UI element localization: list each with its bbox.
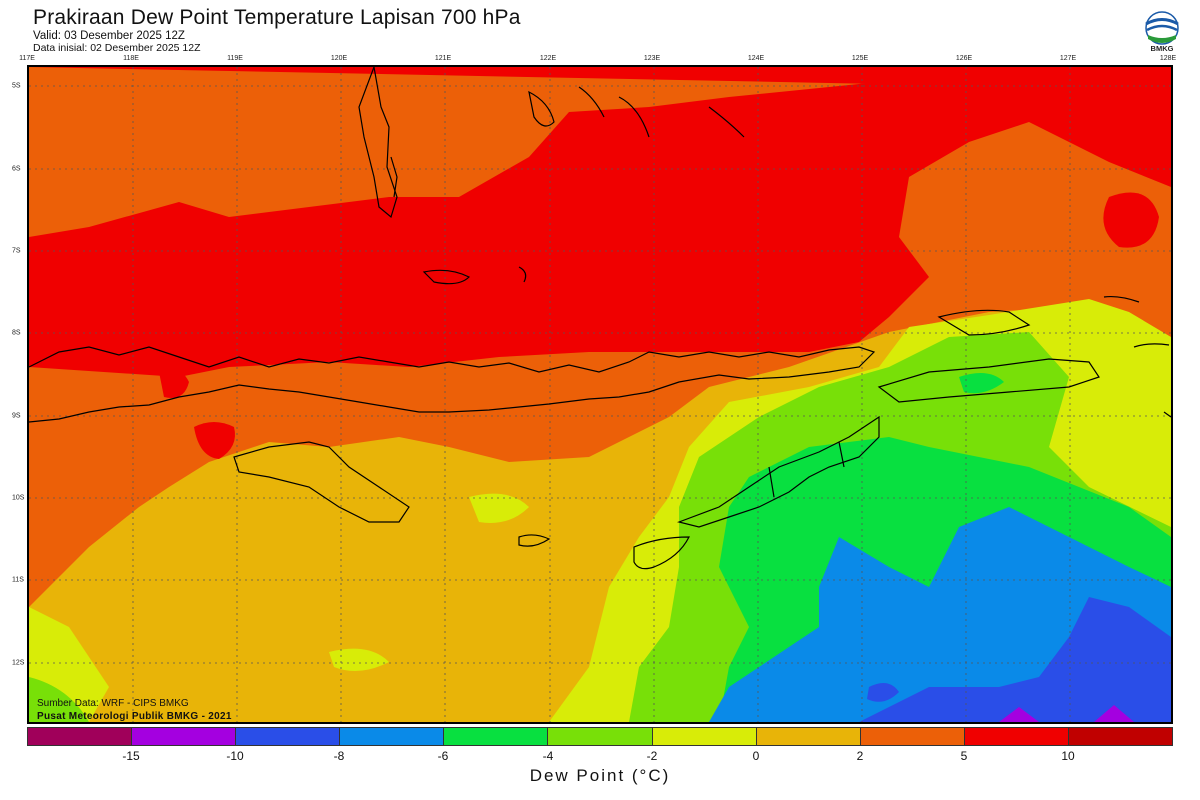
band-5-to-10-patch	[1103, 192, 1159, 248]
logo-text: BMKG	[1150, 44, 1174, 53]
valid-time: Valid: 03 Desember 2025 12Z	[33, 30, 185, 42]
colorbar-segment	[28, 728, 133, 745]
coast-small-islands-north	[578, 86, 745, 138]
lat-label: 11S	[12, 576, 24, 584]
colorbar-title: Dew Point (°C)	[529, 766, 671, 785]
coast-selayar	[390, 156, 398, 198]
coast-buton	[528, 90, 555, 127]
lon-label: 126E	[955, 55, 973, 62]
lat-label: 12S	[12, 659, 25, 667]
coast-east-islands	[1103, 295, 1171, 418]
coastlines	[29, 67, 1171, 570]
org-line: Pusat Meteorologi Publik BMKG - 2021	[37, 711, 232, 722]
coast-lesser-sunda-chain	[29, 346, 876, 423]
bmkg-logo-icon	[1145, 11, 1179, 45]
lon-label: 128E	[1159, 55, 1177, 62]
lon-label: 120E	[330, 55, 348, 62]
coast-sulawesi	[358, 67, 398, 219]
lon-label: 122E	[539, 55, 557, 62]
lat-label: 6S	[12, 165, 21, 173]
colorbar-tick: 2	[856, 749, 864, 763]
band-5-to-10-patch	[194, 422, 235, 459]
band-neg2-to-neg4-patch	[29, 677, 89, 722]
colorbar-segment	[964, 728, 1069, 745]
band-5-to-10-patch	[159, 368, 189, 398]
band-neg8-to-neg10	[859, 597, 1171, 722]
colorbar-tick: 10	[1061, 749, 1075, 763]
coast-alor-wetar	[877, 309, 1100, 403]
lon-label: 123E	[643, 55, 661, 62]
data-source-note: Sumber Data: WRF - CIPS BMKG Pusat Meteo…	[37, 697, 232, 723]
initial-time: Data inisial: 02 Desember 2025 12Z	[33, 42, 201, 54]
band-neg8-to-neg10-patch	[867, 683, 899, 702]
colorbar-tick: -6	[437, 749, 449, 763]
colorbar-segment	[132, 728, 237, 745]
graticule	[29, 67, 1171, 722]
band-0-to-neg2-patch	[469, 493, 529, 523]
colorbar-segment	[860, 728, 965, 745]
colorbar-tick: 0	[752, 749, 760, 763]
coast-flores-sea-islands	[422, 266, 527, 285]
colorbar	[27, 727, 1173, 746]
lon-label: 124E	[747, 55, 765, 62]
lon-label: 119E	[227, 55, 243, 62]
colorbar-tick: 5	[960, 749, 968, 763]
colorbar-tick: -10	[226, 749, 244, 763]
coast-sumba	[233, 441, 410, 523]
colorbar-segment	[756, 728, 861, 745]
colorbar-tick: -4	[542, 749, 554, 763]
colorbar-segment	[1068, 728, 1173, 745]
dew-point-map[interactable]	[27, 65, 1173, 724]
lon-label: 125E	[851, 55, 869, 62]
band-neg10-to-neg15	[1094, 705, 1134, 722]
colorbar-segment	[340, 728, 445, 745]
lon-label: 118E	[123, 55, 139, 62]
lon-label: 121E	[434, 55, 452, 62]
colorbar-segment	[652, 728, 757, 745]
colorbar-tick: -2	[646, 749, 658, 763]
colorbar-tick: -15	[122, 749, 140, 763]
contour-field	[29, 67, 1171, 722]
coast-sawu	[518, 534, 551, 547]
map-title: Prakiraan Dew Point Temperature Lapisan …	[33, 6, 521, 29]
coast-timor	[676, 415, 880, 528]
colorbar-segment	[548, 728, 653, 745]
lat-label: 5S	[12, 82, 21, 90]
coast-timor-border	[768, 441, 845, 498]
lon-label: 127E	[1059, 55, 1077, 62]
coast-rote	[633, 536, 690, 570]
lat-label: 9S	[12, 412, 21, 420]
lon-label: 117E	[19, 55, 35, 62]
band-0-to-neg2-patch	[329, 648, 389, 671]
band-neg10-to-neg15	[999, 707, 1039, 722]
lat-label: 7S	[12, 247, 21, 255]
band-neg4-to-neg6-patch	[959, 373, 1004, 394]
lat-label: 10S	[12, 494, 25, 502]
colorbar-segment	[236, 728, 341, 745]
band-5-to-10	[29, 67, 1171, 377]
source-line: Sumber Data: WRF - CIPS BMKG	[37, 698, 189, 709]
lat-label: 8S	[12, 329, 21, 337]
colorbar-tick: -8	[333, 749, 345, 763]
colorbar-segment	[444, 728, 549, 745]
